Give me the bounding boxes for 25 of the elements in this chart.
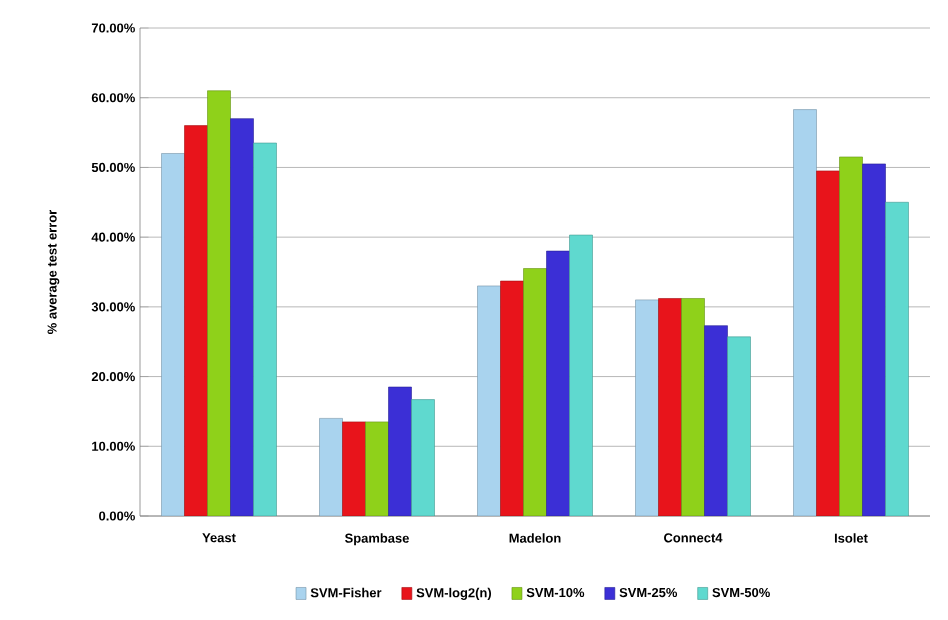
- bar: [523, 268, 547, 516]
- bar: [727, 336, 751, 516]
- bar: [184, 125, 208, 516]
- bar: [546, 250, 570, 516]
- bar: [885, 201, 909, 516]
- bar: [411, 399, 435, 516]
- bar: [862, 163, 886, 516]
- bar: [319, 418, 343, 516]
- bar: [569, 234, 593, 516]
- bar: [342, 421, 366, 516]
- bar: [793, 109, 817, 516]
- bar: [207, 90, 231, 516]
- bar: [816, 170, 840, 516]
- bar: [839, 156, 863, 516]
- bar: [681, 298, 705, 516]
- bar: [477, 285, 501, 516]
- bar: [500, 280, 524, 516]
- bar: [230, 118, 254, 516]
- bar: [704, 325, 728, 516]
- bar: [161, 153, 185, 516]
- bar: [635, 299, 659, 516]
- bar: [658, 298, 682, 516]
- bar: [253, 142, 277, 516]
- bar: [365, 421, 389, 516]
- bar: [388, 386, 412, 516]
